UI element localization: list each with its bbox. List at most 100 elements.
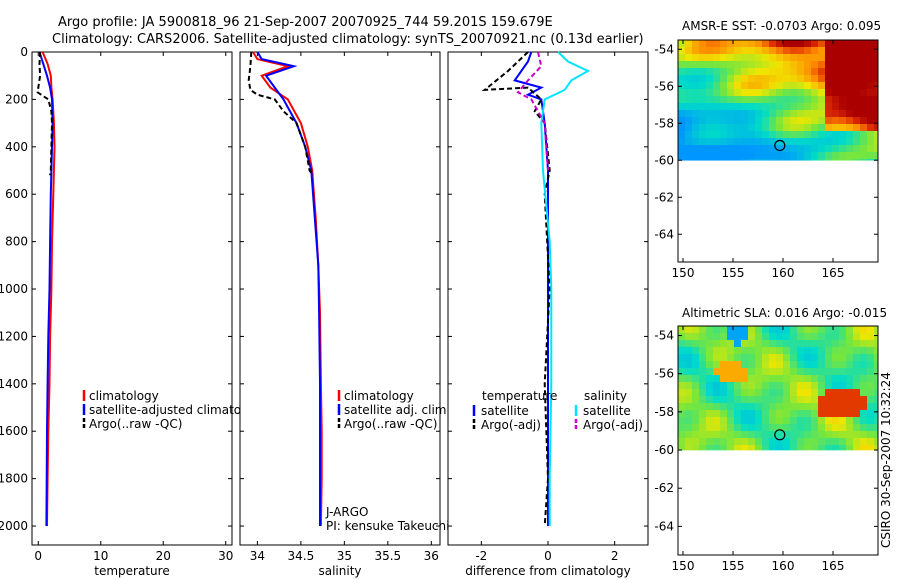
map-cell: [727, 117, 735, 125]
map-cell: [741, 110, 749, 118]
map-cell: [825, 89, 833, 97]
map-cell: [692, 445, 700, 451]
map-cell: [720, 347, 728, 355]
map-cell: [811, 340, 819, 348]
map-cell: [818, 424, 826, 432]
map-cell: [874, 410, 879, 418]
map-cell: [790, 131, 798, 139]
map-cell: [811, 417, 819, 425]
map-cell: [825, 103, 833, 111]
map-cell: [797, 410, 805, 418]
map-cell: [713, 54, 721, 62]
map-cell: [762, 354, 770, 362]
map-cell: [783, 75, 791, 83]
map-cell: [860, 403, 868, 411]
legend-entry: Argo(..raw -QC): [89, 417, 182, 431]
map-cell: [804, 61, 812, 69]
map-cell: [846, 431, 854, 439]
map-cell: [678, 61, 686, 69]
map-cell: [699, 417, 707, 425]
map-cell: [734, 424, 742, 432]
map-cell: [769, 410, 777, 418]
map-cell: [734, 326, 742, 334]
map-cell: [678, 410, 686, 418]
y-tick-label: -64: [654, 519, 674, 533]
map-cell: [748, 110, 756, 118]
map-cell: [846, 340, 854, 348]
map-cell: [748, 354, 756, 362]
map-cell: [860, 368, 868, 376]
map-cell: [727, 326, 735, 334]
map-cell: [797, 445, 805, 451]
map-cell: [769, 361, 777, 369]
map-cell: [755, 438, 763, 446]
sla-map-title: Altimetric SLA: 0.016 Argo: -0.015: [682, 306, 887, 320]
map-cell: [741, 75, 749, 83]
map-cell: [825, 61, 833, 69]
map-cell: [853, 354, 861, 362]
map-cell: [755, 61, 763, 69]
map-cell: [825, 159, 833, 161]
map-cell: [720, 131, 728, 139]
x-tick-label: 0: [544, 549, 552, 563]
map-cell: [713, 47, 721, 55]
map-cell: [825, 354, 833, 362]
map-cell: [741, 131, 749, 139]
map-cell: [818, 382, 826, 390]
map-cell: [783, 159, 791, 161]
map-cell: [741, 124, 749, 132]
map-cell: [769, 424, 777, 432]
map-cell: [790, 340, 798, 348]
map-cell: [853, 410, 861, 418]
map-cell: [874, 340, 879, 348]
map-cell: [839, 396, 847, 404]
map-cell: [776, 124, 784, 132]
map-cell: [839, 131, 847, 139]
map-cell: [692, 410, 700, 418]
map-cell: [867, 396, 875, 404]
map-cell: [874, 438, 879, 446]
map-cell: [783, 424, 791, 432]
map-cell: [853, 333, 861, 341]
map-cell: [685, 396, 693, 404]
map-cell: [797, 131, 805, 139]
map-cell: [839, 68, 847, 76]
map-cell: [713, 96, 721, 104]
map-cell: [692, 145, 700, 153]
map-cell: [685, 382, 693, 390]
map-cell: [818, 124, 826, 132]
map-cell: [692, 382, 700, 390]
map-cell: [699, 354, 707, 362]
map-cell: [748, 75, 756, 83]
map-cell: [804, 145, 812, 153]
x-axis-label: temperature: [94, 564, 169, 578]
x-tick-label: 2: [611, 549, 619, 563]
map-cell: [818, 54, 826, 62]
map-cell: [741, 152, 749, 160]
map-cell: [713, 389, 721, 397]
map-cell: [874, 347, 879, 355]
y-tick-label: -64: [654, 227, 674, 241]
map-cell: [734, 354, 742, 362]
legend-entry: satellite: [481, 404, 529, 418]
map-cell: [734, 403, 742, 411]
map-cell: [776, 347, 784, 355]
map-cell: [769, 131, 777, 139]
map-cell: [678, 347, 686, 355]
map-cell: [832, 382, 840, 390]
map-cell: [741, 417, 749, 425]
map-cell: [720, 368, 728, 376]
map-cell: [860, 40, 868, 48]
map-cell: [776, 61, 784, 69]
map-cell: [769, 326, 777, 334]
map-cell: [734, 410, 742, 418]
map-cell: [874, 396, 879, 404]
map-cell: [720, 361, 728, 369]
map-cell: [839, 382, 847, 390]
map-cell: [720, 110, 728, 118]
map-cell: [804, 82, 812, 90]
map-cell: [678, 82, 686, 90]
map-cell: [748, 424, 756, 432]
map-cell: [678, 361, 686, 369]
map-cell: [720, 89, 728, 97]
